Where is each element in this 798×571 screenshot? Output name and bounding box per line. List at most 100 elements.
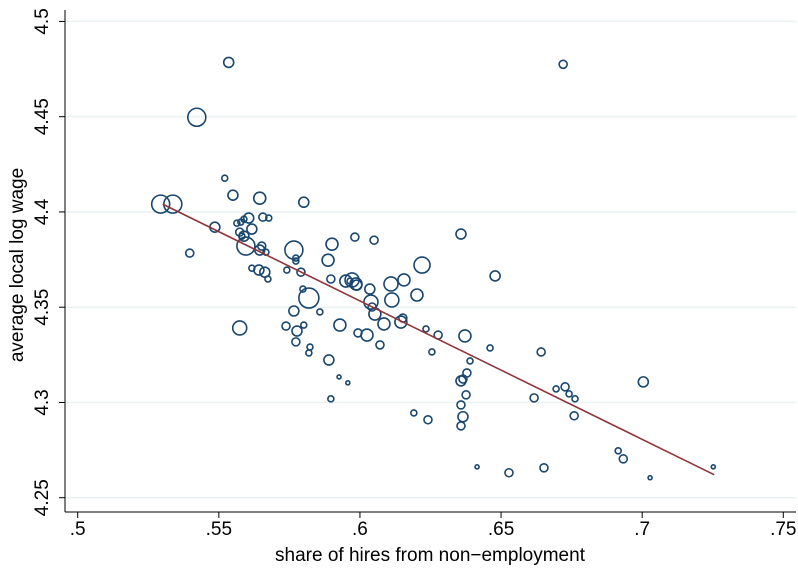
point: [150, 194, 171, 214]
point: [291, 325, 303, 337]
x-tick-label: .7: [634, 519, 650, 540]
point: [456, 400, 466, 410]
point: [283, 266, 291, 274]
point: [336, 374, 342, 380]
point: [456, 421, 466, 431]
point: [264, 275, 272, 283]
point: [384, 292, 400, 308]
y-tick-label: 4.25: [32, 479, 53, 516]
point: [552, 385, 560, 393]
point: [305, 349, 313, 357]
point: [351, 279, 363, 291]
point: [423, 414, 433, 425]
y-tick-label: 4.35: [32, 289, 53, 326]
point: [246, 223, 258, 235]
y-tick-label: 4.4: [32, 198, 53, 225]
point: [410, 288, 424, 302]
point: [397, 273, 411, 287]
x-tick-label: .55: [206, 519, 232, 540]
point: [383, 276, 399, 292]
x-tick-label: .6: [352, 519, 368, 540]
point: [466, 357, 474, 365]
point: [258, 212, 268, 222]
point: [458, 374, 468, 384]
point: [296, 267, 306, 277]
point: [422, 325, 430, 333]
y-tick-label: 4.3: [32, 389, 53, 415]
point: [346, 277, 354, 285]
point: [618, 454, 629, 464]
point: [242, 212, 255, 224]
point: [489, 270, 501, 282]
point: [220, 174, 229, 183]
x-tick-label: .75: [770, 519, 796, 540]
point: [413, 256, 431, 274]
point: [560, 382, 570, 392]
point: [252, 191, 267, 206]
y-axis-title: average local log wage: [7, 168, 28, 362]
point: [240, 215, 248, 223]
point: [253, 264, 265, 276]
point: [367, 302, 377, 312]
point: [231, 320, 248, 336]
point: [486, 344, 494, 352]
point: [637, 376, 650, 388]
point: [233, 219, 241, 227]
point: [325, 237, 339, 251]
point: [350, 232, 360, 242]
point: [264, 214, 273, 222]
point: [227, 189, 239, 201]
point: [316, 308, 324, 316]
point: [298, 287, 320, 309]
point: [326, 274, 336, 284]
point: [565, 390, 573, 398]
point: [369, 235, 379, 245]
point: [536, 347, 546, 357]
point: [710, 464, 717, 470]
point: [292, 254, 300, 262]
point: [327, 395, 335, 403]
point: [297, 196, 310, 209]
y-tick-label: 4.45: [32, 98, 53, 135]
point: [321, 253, 335, 267]
point: [539, 463, 549, 473]
point: [504, 467, 514, 478]
y-tick-label: 4.5: [32, 8, 53, 34]
fit-line: [162, 203, 715, 476]
point: [339, 274, 353, 288]
point: [184, 248, 195, 258]
point: [569, 410, 579, 421]
point: [571, 395, 579, 403]
point: [428, 348, 436, 356]
point: [288, 305, 300, 317]
point: [558, 59, 568, 70]
point: [455, 228, 467, 240]
point: [292, 257, 300, 265]
point: [281, 321, 291, 331]
point: [474, 464, 480, 470]
point: [614, 447, 622, 455]
point: [647, 474, 653, 481]
point: [236, 236, 256, 256]
point: [375, 340, 385, 350]
point: [345, 380, 351, 386]
point: [461, 390, 471, 400]
point: [291, 337, 301, 347]
point: [187, 107, 207, 128]
point: [458, 329, 472, 343]
point: [299, 321, 308, 329]
point: [238, 230, 250, 242]
x-tick-label: .5: [70, 519, 86, 540]
x-tick-label: .65: [488, 519, 514, 540]
point: [410, 409, 418, 417]
point: [333, 318, 347, 332]
x-axis-title: share of hires from non−employment: [275, 545, 586, 566]
point: [529, 393, 539, 403]
point: [360, 328, 374, 342]
point: [364, 283, 376, 295]
point: [377, 317, 391, 331]
point: [323, 354, 335, 366]
